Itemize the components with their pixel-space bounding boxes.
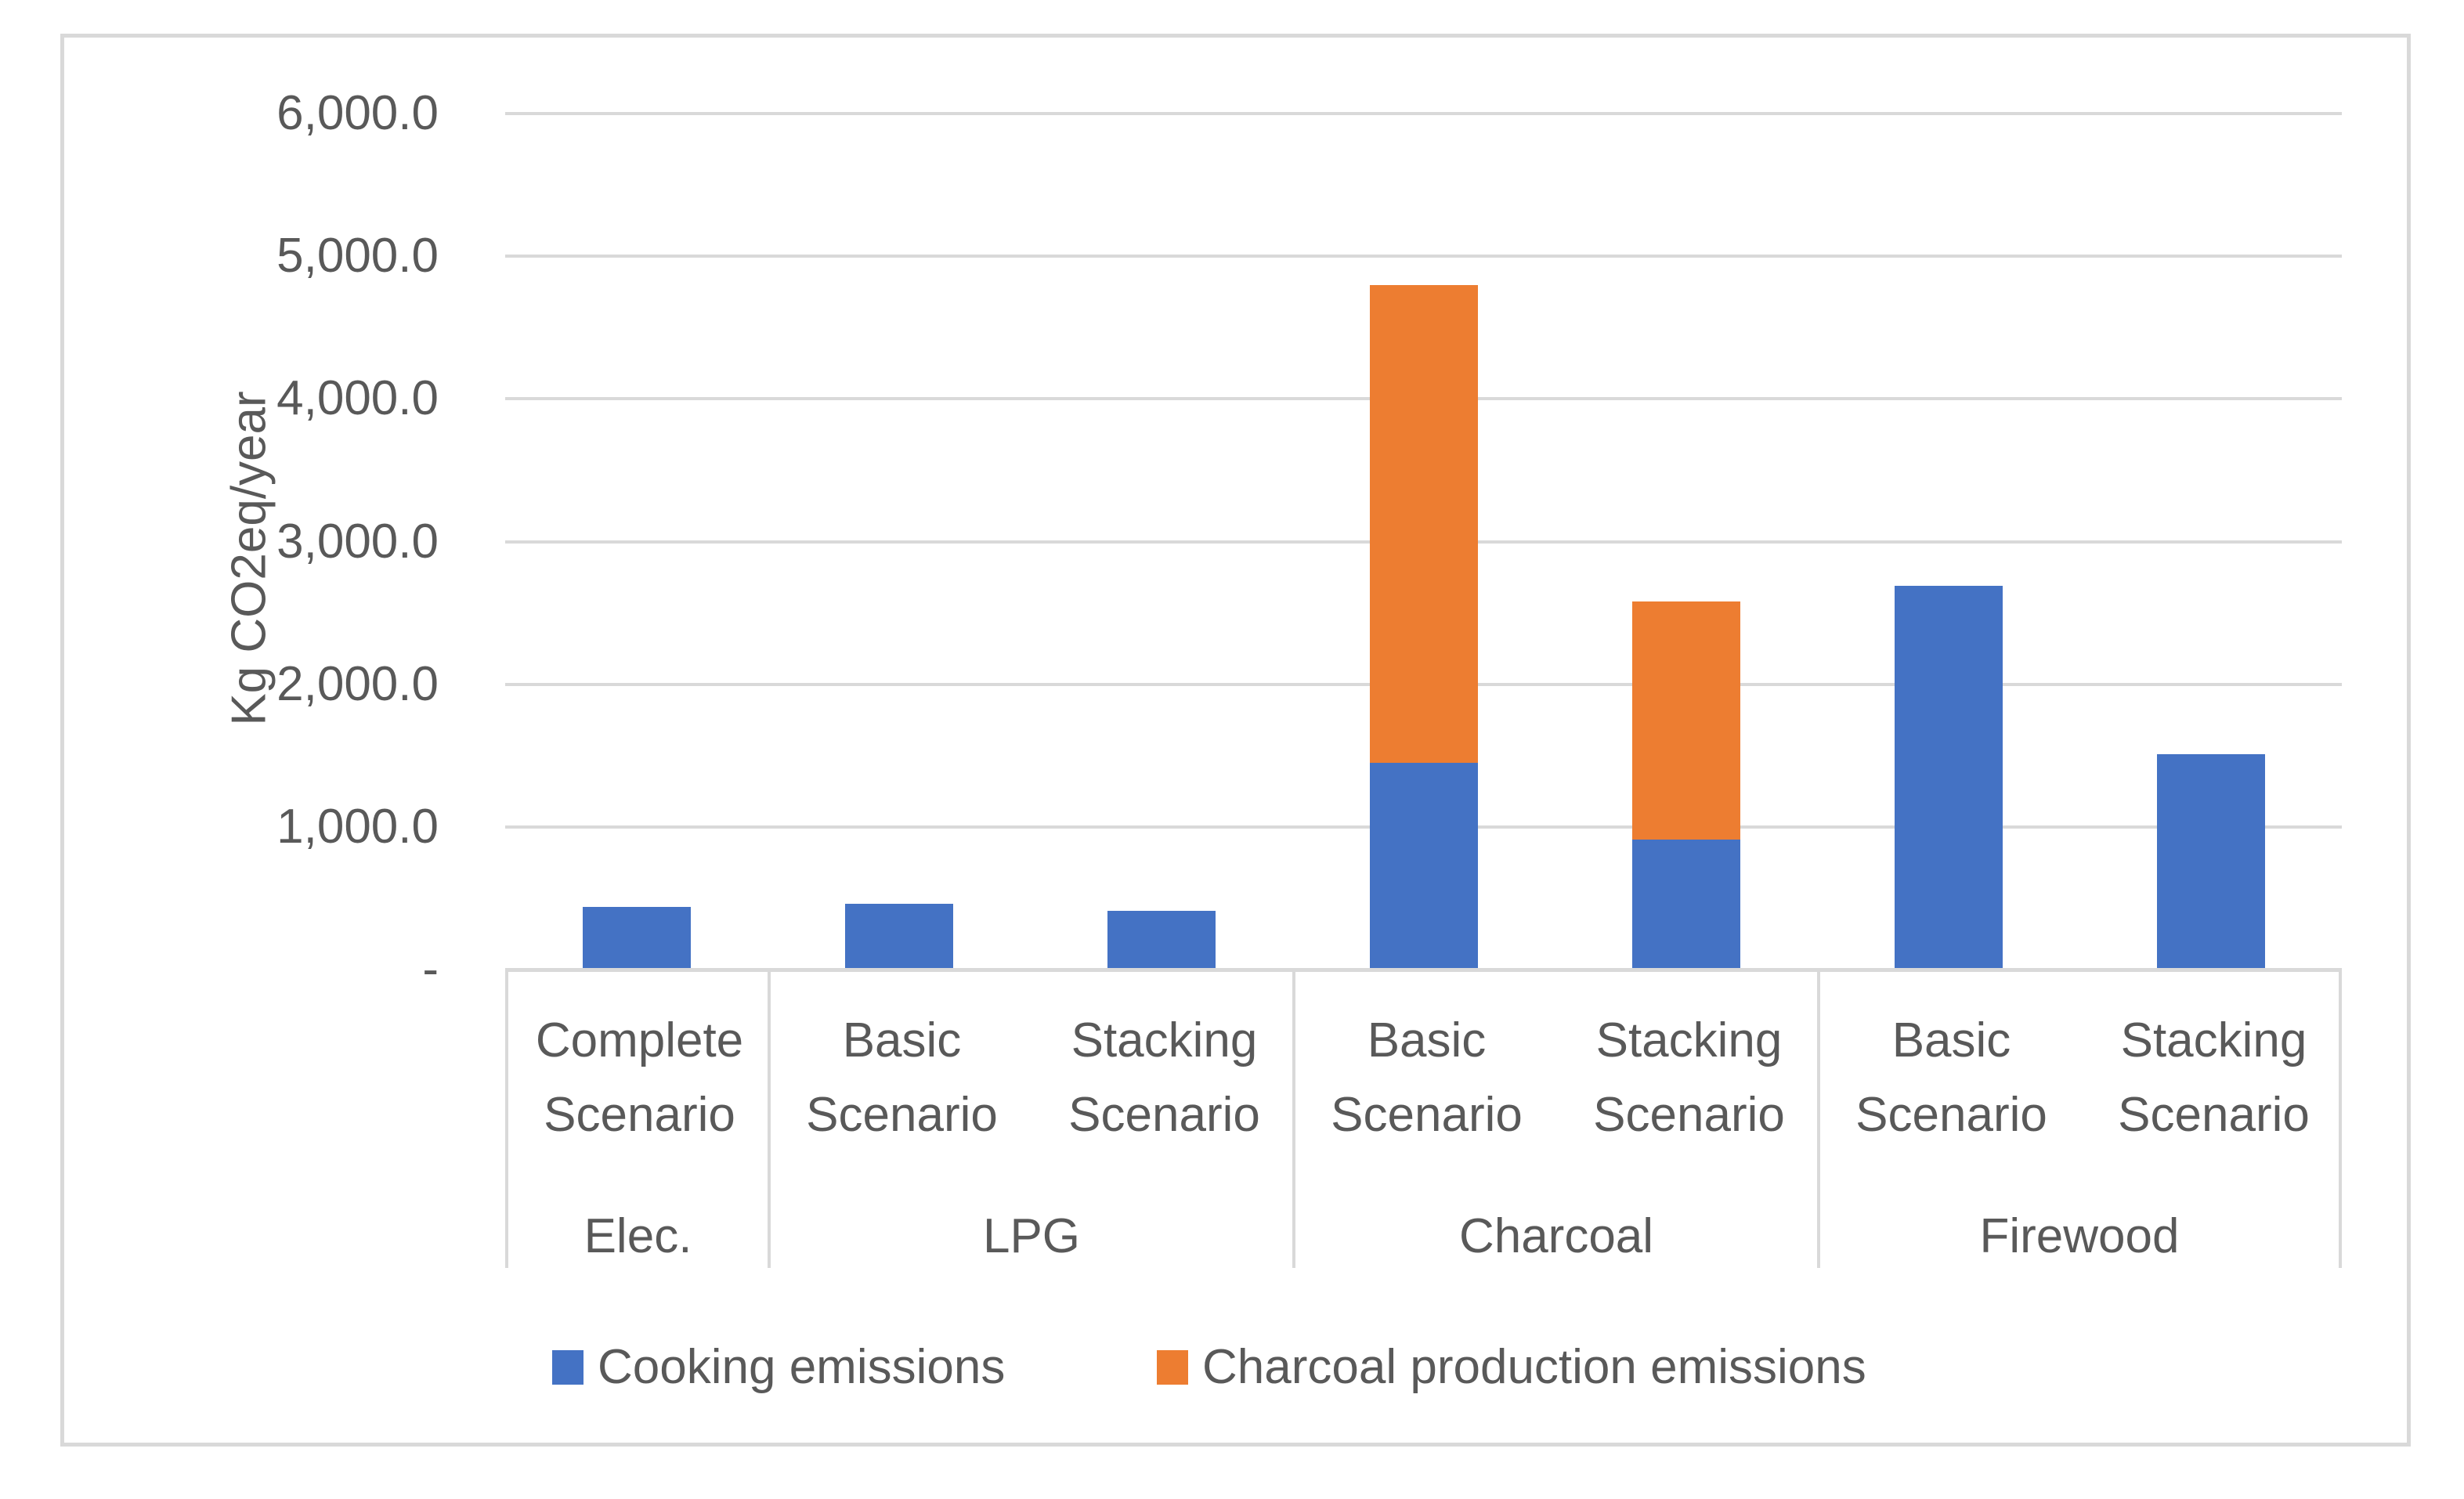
y-tick-label: 5,000.0 [276,229,439,284]
bar-segment-cooking-emissions [2156,754,2265,970]
scenario-label: Stacking Scenario [2118,1013,2310,1142]
category-group: Basic Scenario Stacking Scenario LPG [768,972,1292,1268]
chart-frame: Kg CO2eq/year -1,000.0 2,000.0 3,000.0 4,00… [60,34,2411,1447]
legend-item: Cooking emissions [552,1340,1005,1395]
scenario-label: Stacking Scenario [1593,1013,1785,1142]
scenario-label: Complete Scenario [535,1013,744,1142]
scenario-label: Basic Scenario [806,1013,998,1142]
scenario-label: Basic Scenario [1855,1013,2047,1142]
y-tick-label: 1,000.0 [276,799,439,854]
category-group: Basic Scenario Stacking Scenario Firewood [1817,972,2342,1268]
category-group: Basic Scenario Stacking Scenario Charcoal [1292,972,1817,1268]
y-tick-label: 3,000.0 [276,514,439,569]
legend-label: Cooking emissions [598,1340,1006,1394]
category-axis: Complete Scenario Elec. Basic Scenario Stac… [505,968,2342,1268]
scenario-label: Stacking Scenario [1068,1013,1260,1142]
bar-segment-cooking-emissions [582,907,691,970]
y-tick-label: - [422,942,439,996]
bar-segment-charcoal-production-emissions [1369,285,1478,763]
legend-item: Charcoal production emissions [1157,1340,1866,1395]
y-tick-label: 4,000.0 [276,371,439,426]
fuel-label: Charcoal [1458,1209,1654,1263]
fuel-label: LPG [982,1209,1081,1263]
bar-segment-cooking-emissions [1107,911,1216,970]
bar-segment-cooking-emissions [844,904,953,970]
legend-label: Charcoal production emissions [1202,1340,1866,1394]
legend-swatch-charcoal-production-emissions [1157,1350,1188,1385]
bar-segment-charcoal-production-emissions [1631,601,1740,840]
bar-segment-cooking-emissions [1369,763,1478,970]
fuel-label: Elec. [583,1209,692,1263]
category-group: Complete Scenario Elec. [505,972,768,1268]
gridline [505,112,2342,115]
scenario-label: Basic Scenario [1331,1013,1523,1142]
y-tick-label: 6,000.0 [276,86,439,140]
bar-segment-cooking-emissions [1894,586,2003,970]
fuel-label: Firewood [1979,1209,2180,1263]
gridline [505,255,2342,258]
bar-segment-cooking-emissions [1631,840,1740,970]
y-tick-label: 2,000.0 [276,656,439,711]
legend-swatch-cooking-emissions [552,1350,583,1385]
